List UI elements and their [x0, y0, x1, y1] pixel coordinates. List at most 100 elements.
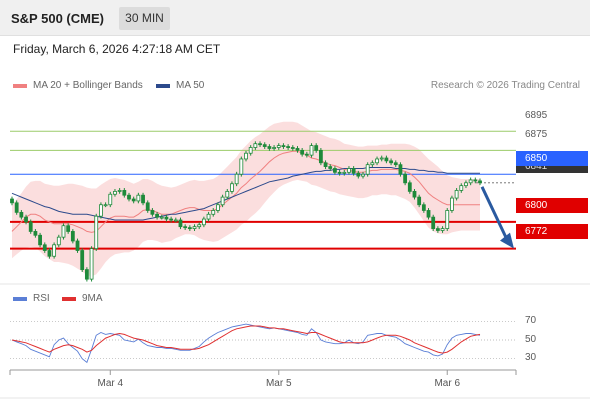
candle-body [393, 162, 398, 166]
candle-body [66, 225, 71, 232]
candle-body [56, 236, 61, 246]
candle-body [459, 185, 464, 191]
candle-body [122, 190, 127, 196]
candle-body [262, 144, 267, 147]
candle-body [328, 166, 333, 169]
candle-body [159, 216, 164, 219]
instrument-title: S&P 500 (CME) [11, 11, 104, 26]
candle-body [75, 240, 80, 251]
candle-body [384, 157, 389, 162]
candle-body [52, 244, 57, 257]
copyright: Research © 2026 Trading Central [430, 80, 580, 91]
candle-body [131, 198, 136, 202]
candle-body [407, 182, 412, 192]
candle-body [351, 168, 356, 174]
candle-body [421, 204, 426, 211]
candle-body [295, 148, 300, 151]
forecast-arrow [480, 186, 514, 249]
candle-body [42, 244, 47, 251]
x-tick-label: Mar 4 [97, 378, 123, 389]
rsi-ma-line [11, 325, 481, 354]
candle-body [412, 190, 417, 198]
candle-body [117, 190, 122, 192]
candle-body [398, 164, 403, 175]
candle-body [155, 213, 159, 218]
candle-body [267, 146, 272, 149]
candle-body [28, 221, 33, 232]
rsi-tick-50: 50 [525, 334, 537, 345]
candle-body [61, 225, 66, 238]
candle-body [361, 173, 365, 177]
candle-body [454, 190, 459, 199]
candle-body [356, 172, 361, 177]
support-2-label: 6772 [516, 224, 588, 239]
candle-body [234, 173, 239, 185]
candle-body [323, 162, 328, 167]
header-bar: S&P 500 (CME) 30 MIN [0, 0, 590, 36]
candle-body [197, 224, 202, 228]
x-tick-label: Mar 5 [266, 378, 292, 389]
candle-body [103, 204, 108, 207]
bollinger-fill [12, 121, 480, 277]
candle-body [426, 210, 431, 218]
candle-body [286, 146, 291, 148]
candle-body [136, 194, 141, 202]
candle-body [33, 231, 38, 236]
forecast-arrow-shaft [480, 186, 509, 241]
x-tick-label: Mar 6 [434, 378, 460, 389]
candle-body [342, 171, 347, 174]
candle-body [375, 158, 379, 164]
candle-body [19, 211, 24, 218]
candle-body [473, 179, 478, 182]
candle-body [239, 158, 244, 175]
rsi-panel [10, 320, 516, 364]
resistance-1-label: 6875 [525, 129, 548, 140]
candle-body [80, 250, 85, 270]
candle-body [84, 269, 89, 280]
candle-body [70, 231, 75, 242]
candle-body [445, 210, 450, 229]
candle-body [300, 149, 305, 155]
candle-body [248, 147, 253, 154]
candle-body [309, 145, 314, 156]
candle-body [169, 218, 174, 221]
candle-body [38, 234, 42, 246]
candle-body [333, 168, 337, 173]
candle-body [370, 162, 375, 166]
pivot-label: 6850 [516, 151, 588, 166]
candle-body [379, 157, 384, 160]
rsi-tick-70: 70 [525, 315, 537, 326]
timeframe-badge[interactable]: 30 MIN [119, 7, 170, 30]
candle-body [216, 204, 220, 211]
candle-body [183, 226, 188, 229]
candle-body [127, 194, 131, 200]
resistance-2-label: 6895 [525, 110, 548, 121]
candle-body [435, 228, 440, 231]
candle-body [258, 143, 262, 146]
candle-body [173, 219, 178, 222]
candle-body [225, 190, 230, 198]
candle-body [10, 198, 14, 204]
candle-body [47, 250, 52, 257]
candle-body [431, 216, 436, 229]
candle-body [318, 149, 323, 164]
support-1-label: 6800 [516, 198, 588, 213]
candle-body [150, 210, 155, 215]
candle-body [440, 228, 445, 231]
bollinger-swatch [13, 83, 27, 88]
candle-body [290, 147, 295, 149]
candle-body [450, 197, 454, 211]
candle-body [89, 248, 94, 280]
ma9-legend-label: 9MA [82, 293, 103, 304]
candle-body [201, 218, 206, 226]
candle-body [187, 227, 192, 230]
candle-body [304, 153, 309, 156]
candle-body [113, 190, 117, 195]
candle-body [281, 145, 286, 148]
candle-body [108, 193, 113, 206]
candle-body [164, 216, 169, 220]
candle-body [276, 145, 281, 148]
candle-body [99, 204, 103, 217]
candle-body [347, 168, 351, 173]
